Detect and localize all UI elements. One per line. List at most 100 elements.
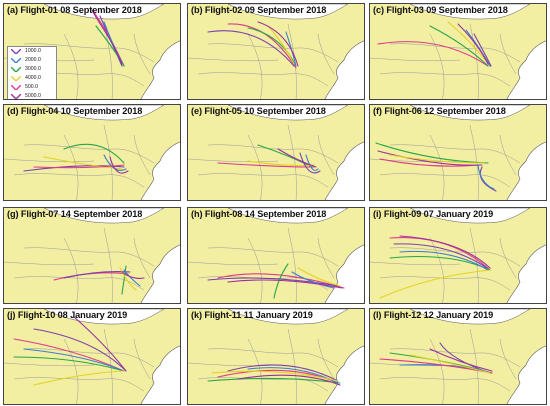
panel-title: (e) Flight-05 10 September 2018 [191,106,326,116]
trajectory-line [409,354,491,374]
province-border [247,338,263,404]
province-border [287,124,297,200]
map-panel-d: (d) Flight-04 10 September 2018 [3,104,181,201]
province-border [23,348,155,368]
trajectory-line [91,9,123,65]
legend-swatch-icon [11,76,21,81]
coastline [506,141,546,200]
legend-label: 4000.0 [25,75,41,81]
legend-swatch-icon [11,94,21,99]
province-border [499,33,517,75]
land-area [188,105,364,200]
northern-region [227,105,349,121]
province-border [188,158,279,163]
trajectory-line [277,148,317,168]
panel-title: (d) Flight-04 10 September 2018 [7,106,143,116]
coastline [324,345,364,404]
panel-title: (b) Flight-02 09 September 2018 [191,5,327,15]
province-border [389,348,521,368]
province-border [247,237,263,303]
map-g [4,208,180,303]
province-border [469,124,479,200]
province-border [379,276,511,291]
trajectory-line [389,154,485,164]
trajectory-line [63,143,125,164]
province-border [499,134,517,176]
province-border [133,237,151,279]
trajectory-line [297,267,341,287]
province-border [197,72,329,87]
map-f [370,105,546,200]
map-panel-j: (j) Flight-10 08 January 2019 [3,308,181,405]
trajectory-line [13,356,125,372]
province-border [469,227,479,303]
province-border [133,33,151,75]
coastline [506,345,546,404]
trajectory-line [109,156,129,174]
legend-label: 1000.0 [25,48,41,54]
province-border [188,57,279,62]
legend-label: 2000.0 [25,57,41,63]
panel-title: (i) Flight-09 07 January 2019 [373,209,494,219]
province-border [317,338,335,380]
province-border [13,377,145,392]
trajectory-line [247,160,315,167]
trajectory-line [227,279,343,289]
province-border [429,237,445,303]
trajectory-line [33,370,125,386]
trajectory-line [393,243,491,271]
province-border [379,173,511,188]
province-border [499,338,517,380]
province-border [133,338,151,380]
legend-swatch-icon [11,49,21,54]
land-area [4,105,180,200]
trajectory-line [399,235,491,269]
trajectory-line [73,316,127,372]
panel-title: (j) Flight-10 08 January 2019 [7,310,128,320]
province-border [63,33,79,99]
trajectory-line [479,166,497,192]
northern-region [43,4,165,20]
legend-item: 5000.0 [8,92,56,99]
province-border [63,237,79,303]
northern-region [409,208,531,224]
map-c [370,4,546,99]
province-border [379,72,511,87]
panel-title: (h) Flight-08 14 September 2018 [191,209,327,219]
coastline [324,40,364,99]
northern-region [227,208,349,224]
map-panel-e: (e) Flight-05 10 September 2018 [187,104,365,201]
trajectory-line [377,150,483,166]
trajectory-line [379,269,491,299]
land-area [370,208,546,303]
province-border [389,247,521,267]
province-border [103,328,113,404]
northern-region [43,105,165,121]
province-border [103,227,113,303]
trajectory-line [63,271,131,279]
trajectory-line [121,265,127,295]
trajectory-line [257,21,299,67]
legend-item: 4000.0 [8,74,56,83]
map-b [188,4,364,99]
trajectory-line [123,269,141,287]
panel-title: (a) Flight-01 08 September 2018 [7,5,142,15]
coastline [140,244,180,303]
legend-swatch-icon [11,58,21,63]
trajectory-line [121,271,145,279]
legend-label: 500.0 [25,84,38,90]
province-border [247,33,263,99]
trajectory-line [207,30,295,67]
land-area [4,208,180,303]
coastline [324,141,364,200]
trajectory-line [473,33,492,67]
legend-item: 1000.0 [8,47,56,56]
province-border [469,328,479,404]
trajectory-line [299,152,321,174]
land-area [4,309,180,404]
land-area [188,4,364,99]
trajectory-line [267,25,295,65]
panel-title: (l) Flight-12 12 January 2019 [373,310,494,320]
trajectory-line [33,328,127,372]
legend-item: 500.0 [8,83,56,92]
